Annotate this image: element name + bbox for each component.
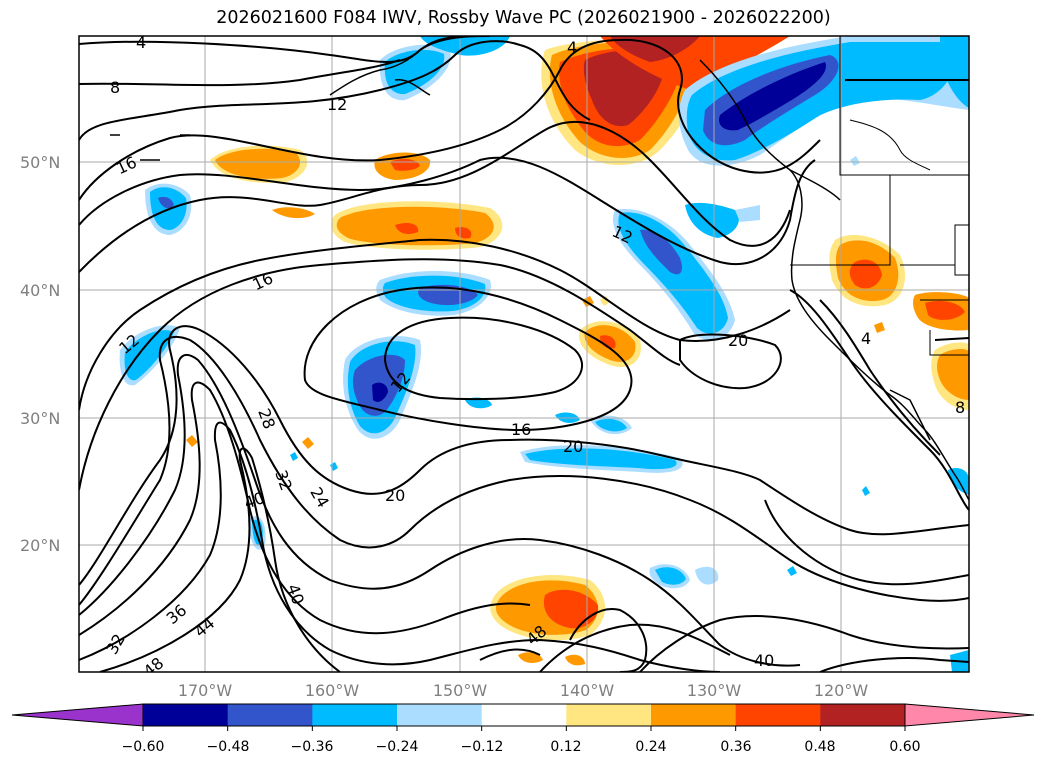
lon-label-150w: 150°W bbox=[433, 681, 488, 700]
colorbar-segment bbox=[143, 704, 229, 726]
contour-label: 8 bbox=[110, 78, 120, 97]
colorbar-tick-label: 0.36 bbox=[720, 739, 751, 755]
negative-anomaly-fills bbox=[119, 36, 969, 672]
lat-label-20n: 20°N bbox=[20, 536, 60, 555]
contour-label: 16 bbox=[511, 420, 531, 439]
lon-label-140w: 140°W bbox=[560, 681, 615, 700]
colorbar-tick-label: 0.12 bbox=[550, 739, 581, 755]
contour-label: 8 bbox=[955, 398, 965, 417]
map-area: 4 8 16 4 12 12 16 12 20 16 20 20 28 32 2… bbox=[79, 33, 969, 672]
colorbar-segment bbox=[651, 704, 737, 726]
colorbar: −0.60 −0.48 −0.36 −0.24 −0.12 0.12 0.24 … bbox=[11, 703, 1035, 755]
contour-label: 40 bbox=[754, 651, 774, 670]
colorbar-tick-label: −0.24 bbox=[376, 739, 419, 755]
lat-label-40n: 40°N bbox=[20, 281, 60, 300]
lat-label-50n: 50°N bbox=[20, 153, 60, 172]
colorbar-segment bbox=[820, 704, 906, 726]
positive-anomaly-fills bbox=[186, 36, 969, 666]
colorbar-tick-label: −0.12 bbox=[461, 739, 504, 755]
contour-label: 20 bbox=[385, 486, 405, 505]
colorbar-segment bbox=[397, 704, 483, 726]
colorbar-tick-label: −0.48 bbox=[207, 739, 250, 755]
colorbar-extend-min bbox=[11, 703, 144, 727]
iwv-contours bbox=[79, 36, 969, 672]
contour-label: 20 bbox=[728, 331, 748, 350]
longitude-labels: 170°W 160°W 150°W 140°W 130°W 120°W bbox=[178, 681, 869, 700]
colorbar-tick-label: 0.60 bbox=[889, 739, 920, 755]
colorbar-segment bbox=[735, 704, 821, 726]
land-borders bbox=[790, 36, 969, 356]
map-title: 2026021600 F084 IWV, Rossby Wave PC (202… bbox=[216, 8, 831, 28]
contour-label: 4 bbox=[567, 38, 577, 57]
lat-label-30n: 30°N bbox=[20, 409, 60, 428]
lon-label-130w: 130°W bbox=[687, 681, 742, 700]
lon-label-160w: 160°W bbox=[305, 681, 360, 700]
colorbar-tick-label: −0.60 bbox=[122, 739, 165, 755]
colorbar-segment bbox=[566, 704, 652, 726]
lon-label-170w: 170°W bbox=[178, 681, 233, 700]
latitude-labels: 50°N 40°N 30°N 20°N bbox=[20, 153, 60, 555]
colorbar-tick-label: −0.36 bbox=[291, 739, 334, 755]
colorbar-tick-label: 0.48 bbox=[804, 739, 835, 755]
coastlines bbox=[110, 36, 969, 501]
contour-label: 20 bbox=[563, 437, 583, 456]
contour-label: 4 bbox=[136, 33, 146, 52]
colorbar-tick-labels: −0.60 −0.48 −0.36 −0.24 −0.12 0.12 0.24 … bbox=[122, 739, 921, 755]
contour-label: 12 bbox=[327, 95, 347, 114]
map-frame bbox=[78, 35, 970, 673]
colorbar-segment bbox=[227, 704, 313, 726]
contour-label: 4 bbox=[861, 329, 871, 348]
colorbar-segment bbox=[312, 704, 398, 726]
colorbar-tick-label: 0.24 bbox=[635, 739, 666, 755]
colorbar-segment bbox=[481, 704, 567, 726]
lon-label-120w: 120°W bbox=[814, 681, 869, 700]
colorbar-extend-max bbox=[904, 703, 1035, 727]
